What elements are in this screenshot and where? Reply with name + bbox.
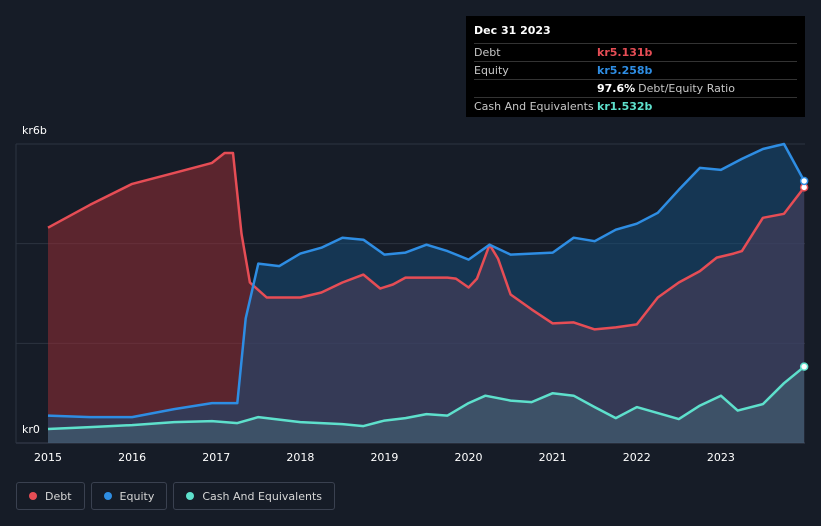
tooltip-equity-row: Equity kr5.258b [474,61,797,79]
cash-and-equivalents-line [47,365,805,431]
x-tick-label: 2017 [202,451,230,464]
tooltip-cash-value: kr1.532b [597,100,653,113]
x-tick-label: 2015 [34,451,62,464]
y-axis: kr0 kr6b [22,124,47,436]
tooltip-panel: Dec 31 2023 Debt kr5.131b Equity kr5.258… [466,16,805,117]
x-tick-label: 2022 [623,451,651,464]
legend-cash-label: Cash And Equivalents [202,489,322,503]
tooltip-ratio-value: 97.6% [597,82,636,95]
tooltip-cash-row: Cash And Equivalents kr1.532b [474,97,797,115]
tooltip-debt-value: kr5.131b [597,46,653,59]
x-tick-label: 2019 [370,451,398,464]
cash-and-equivalents-end-marker [799,362,809,371]
x-tick-label: 2023 [707,451,735,464]
tooltip-equity-label: Equity [474,64,509,77]
legend-cash-dot [186,492,195,500]
y-tick-label: kr0 [22,423,40,436]
tooltip-date: Dec 31 2023 [474,24,551,37]
tooltip-equity-value: kr5.258b [597,64,653,77]
legend-equity-dot [103,492,112,500]
tooltip-debt-row: Debt kr5.131b [474,43,797,61]
x-tick-label: 2020 [455,451,483,464]
x-tick-label: 2018 [286,451,314,464]
equity-line [47,142,806,419]
equity-area [48,144,805,443]
x-axis: 2015 2016 2017 2018 2019 2020 2021 2022 2023 [34,451,735,464]
legend-debt-dot [29,492,37,500]
series-lines [47,142,806,431]
tooltip-ratio-row: 97.6% Debt/Equity Ratio [474,79,797,97]
legend-item-debt[interactable]: Debt [16,482,85,510]
equity-end-marker [799,176,809,186]
series-areas [48,144,805,443]
x-tick-label: 2016 [118,451,146,464]
legend-item-cash[interactable]: Cash And Equivalents [173,482,335,510]
end-markers [799,176,809,371]
y-tick-label: kr6b [22,124,47,137]
legend-debt-label: Debt [45,489,72,503]
tooltip-cash-label: Cash And Equivalents [474,100,594,113]
x-tick-label: 2021 [539,451,567,464]
legend-item-equity[interactable]: Equity [90,482,168,510]
legend: Debt Equity Cash And Equivalents [16,482,335,510]
debt-line [47,151,806,331]
legend-equity-label: Equity [119,489,155,503]
tooltip-debt-label: Debt [474,46,501,59]
tooltip-ratio-label: Debt/Equity Ratio [638,82,735,95]
